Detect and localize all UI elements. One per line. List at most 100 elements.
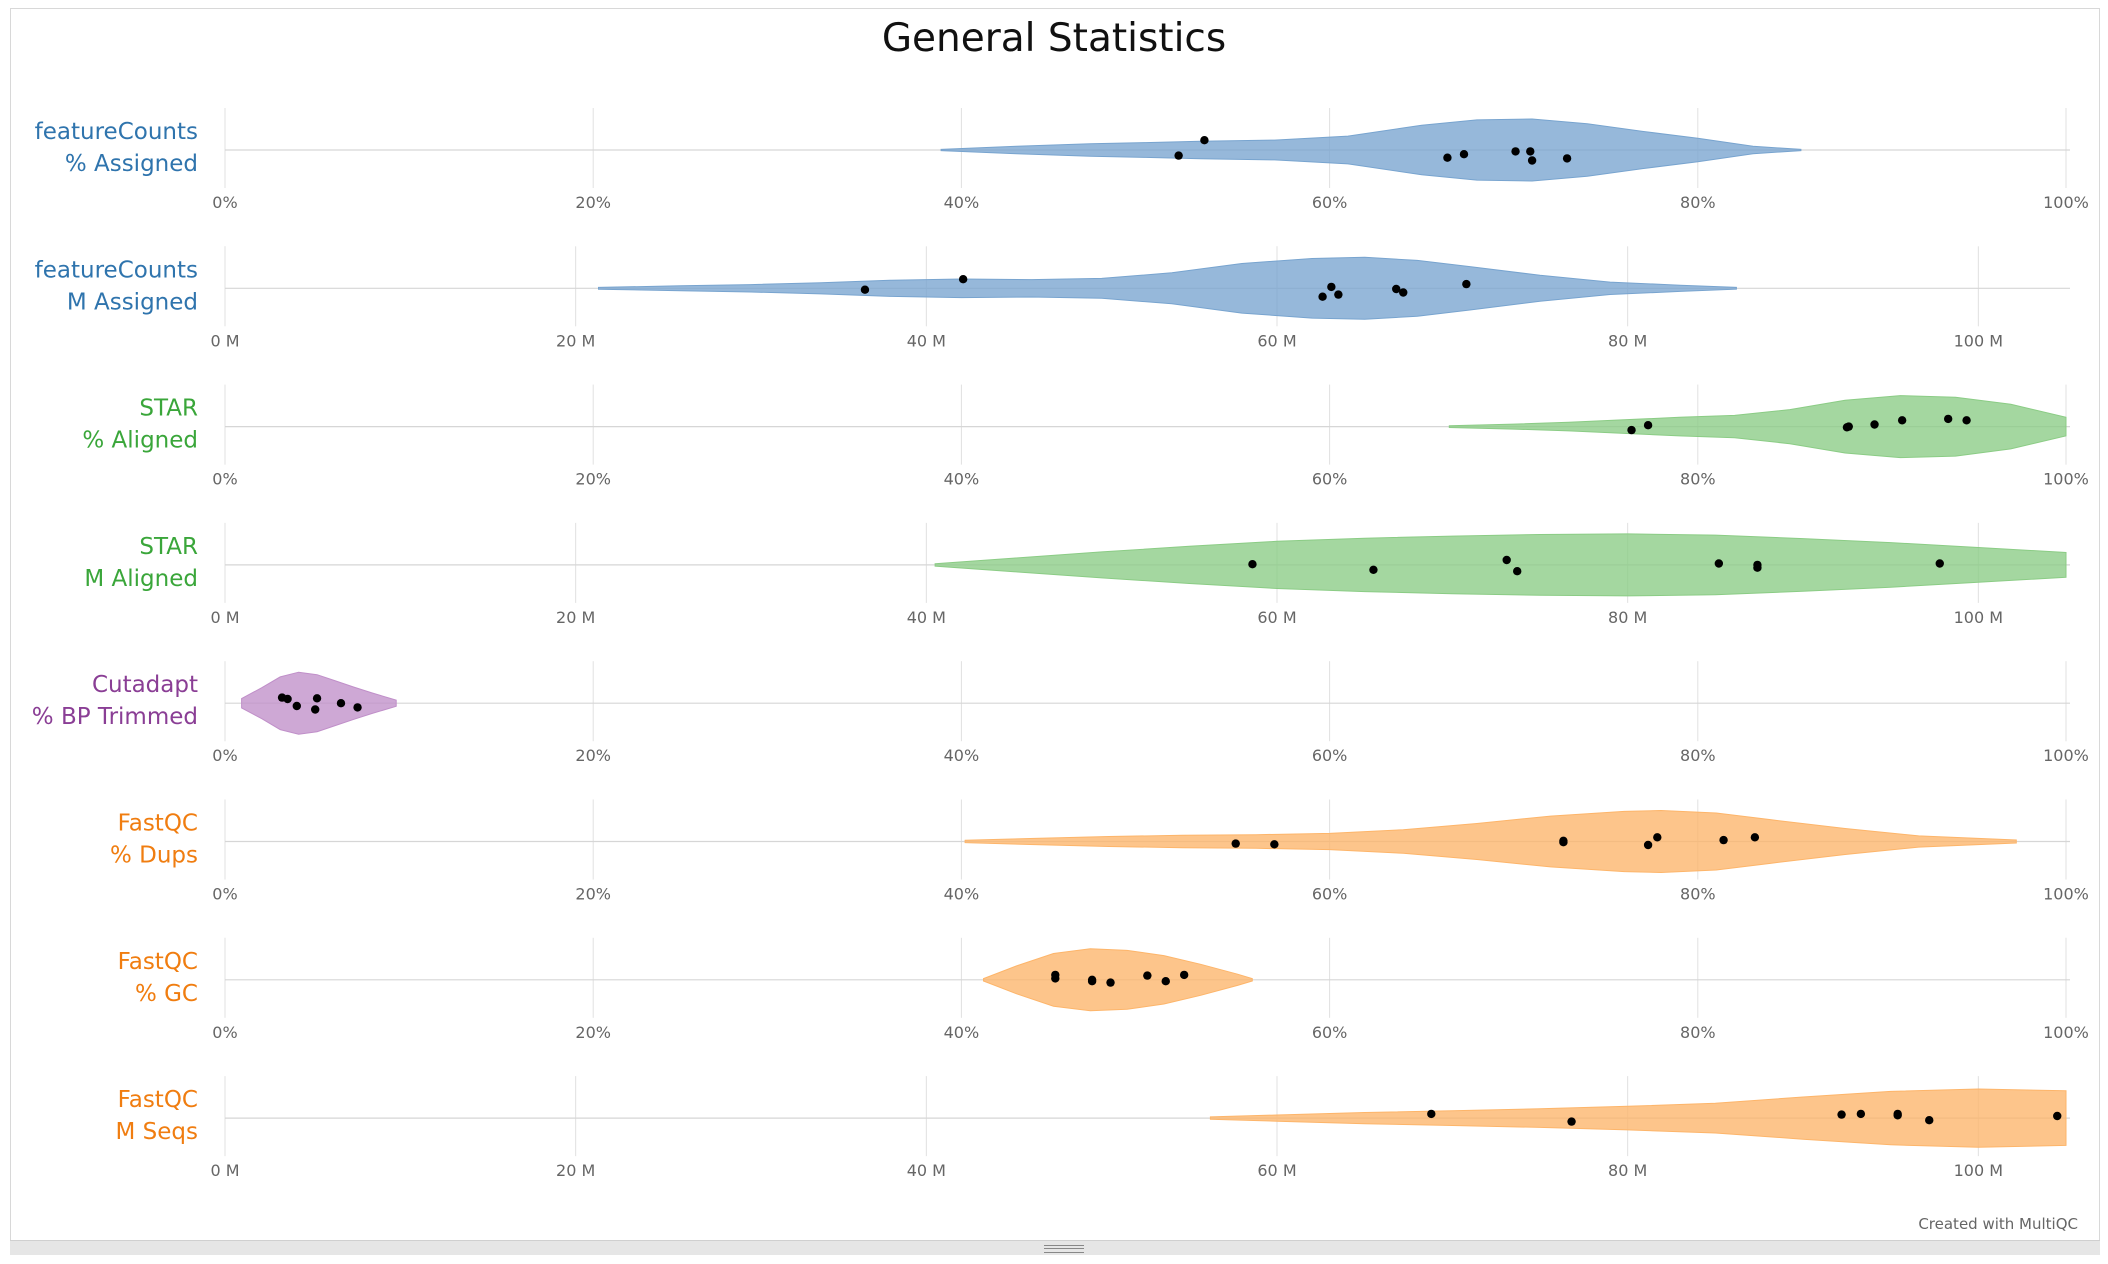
- sample-point: [1567, 1117, 1576, 1126]
- tick-label: 20 M: [556, 608, 595, 627]
- sample-point: [1231, 839, 1240, 848]
- tick-label: 20%: [575, 746, 611, 765]
- tick-label: 60%: [1312, 470, 1348, 489]
- sample-point: [1526, 147, 1535, 156]
- tick-label: 0 M: [210, 608, 239, 627]
- sample-point: [1392, 284, 1401, 294]
- tick-label: 60%: [1312, 746, 1348, 765]
- tick-label: 20 M: [556, 1161, 595, 1180]
- sample-point: [1502, 555, 1511, 565]
- sample-point: [1513, 567, 1522, 576]
- tick-label: 40 M: [907, 1161, 946, 1180]
- sample-point: [283, 694, 292, 704]
- row-label-line1: Cutadapt: [92, 672, 198, 698]
- sample-point: [1511, 147, 1520, 156]
- tick-label: 100%: [2043, 1023, 2089, 1042]
- tick-label: 80%: [1680, 470, 1716, 489]
- row-label-line2: M Aligned: [84, 566, 198, 592]
- sample-point: [1925, 1116, 1934, 1125]
- row-label-line1: featureCounts: [35, 257, 198, 283]
- sample-point: [292, 701, 301, 711]
- tick-label: 100 M: [1954, 608, 2003, 627]
- sample-point: [1935, 559, 1944, 568]
- violin-row: FastQC % Dups 0% 20% 40% 60% 80% 100%: [110, 799, 2089, 904]
- sample-point: [311, 705, 320, 714]
- sample-point: [312, 694, 322, 703]
- tick-label: 80 M: [1608, 608, 1647, 627]
- sample-point: [1897, 416, 1907, 425]
- sample-point: [1562, 154, 1572, 163]
- row-label-line2: % Dups: [110, 843, 198, 869]
- tick-label: 0 M: [210, 331, 239, 350]
- row-label-line2: % GC: [135, 981, 198, 1007]
- tick-label: 80%: [1680, 193, 1716, 212]
- row-label-line1: STAR: [139, 396, 198, 422]
- tick-label: 40 M: [907, 608, 946, 627]
- sample-point: [1087, 977, 1097, 986]
- row-label-line1: STAR: [139, 534, 198, 560]
- tick-label: 40 M: [907, 331, 946, 350]
- sample-point: [1714, 559, 1724, 568]
- tick-label: 60%: [1312, 193, 1348, 212]
- row-label-line1: FastQC: [118, 949, 198, 975]
- tick-label: 40%: [944, 746, 980, 765]
- tick-label: 80 M: [1608, 331, 1647, 350]
- sample-point: [1753, 563, 1762, 572]
- sample-point: [1653, 833, 1662, 842]
- sample-point: [860, 285, 870, 294]
- tick-label: 100%: [2043, 470, 2089, 489]
- tick-label: 60%: [1312, 885, 1348, 904]
- violin-shape: [964, 809, 2017, 874]
- row-label-line2: % BP Trimmed: [32, 704, 198, 730]
- sample-point: [1943, 414, 1953, 424]
- tick-label: 20 M: [556, 331, 595, 350]
- sample-point: [1643, 840, 1653, 850]
- tick-label: 100 M: [1954, 1161, 2003, 1180]
- chart-title: General Statistics: [881, 16, 1227, 61]
- sample-point: [1143, 971, 1152, 980]
- sample-point: [958, 275, 968, 284]
- tick-label: 40%: [944, 885, 980, 904]
- sample-point: [1399, 288, 1408, 297]
- credit-text: Created with MultiQC: [1918, 1215, 2078, 1233]
- tick-label: 0%: [212, 193, 237, 212]
- tick-label: 100 M: [1954, 331, 2003, 350]
- violin-shape: [983, 948, 1253, 1012]
- sample-point: [1750, 833, 1760, 842]
- violin-row: FastQC M Seqs 0 M 20 M 40 M 60 M 80 M 100 M: [116, 1076, 2070, 1180]
- sample-point: [1369, 565, 1378, 574]
- tick-label: 20%: [575, 1023, 611, 1042]
- sample-point: [1443, 153, 1452, 162]
- sample-point: [1334, 290, 1343, 299]
- violin-shape: [934, 533, 2067, 597]
- sample-point: [1248, 560, 1257, 569]
- sample-point: [1106, 978, 1115, 987]
- sample-point: [1837, 1110, 1846, 1119]
- tick-label: 0 M: [210, 1161, 239, 1180]
- sample-point: [1627, 425, 1636, 435]
- violin-row: STAR % Aligned 0% 20% 40% 60% 80% 100%: [82, 384, 2089, 489]
- tick-label: 40%: [944, 470, 980, 489]
- tick-label: 60 M: [1257, 331, 1296, 350]
- violin-row: featureCounts % Assigned 0% 20% 40% 60% 80% 100…: [35, 108, 2089, 212]
- tick-label: 0%: [212, 885, 237, 904]
- sample-point: [1179, 970, 1189, 980]
- tick-label: 60 M: [1257, 1161, 1296, 1180]
- resize-grip-icon: [1044, 1245, 1084, 1253]
- tick-label: 100%: [2043, 885, 2089, 904]
- row-label-line1: featureCounts: [35, 119, 198, 145]
- violin-row: FastQC % GC 0% 20% 40% 60% 80% 100%: [118, 937, 2089, 1042]
- sample-point: [1643, 421, 1653, 430]
- chart-frame: [10, 8, 2100, 1250]
- tick-label: 60%: [1312, 1023, 1348, 1042]
- violin-shape: [598, 256, 1737, 320]
- sample-point: [336, 699, 346, 708]
- sample-point: [1870, 420, 1879, 429]
- resize-handle[interactable]: [10, 1240, 2100, 1255]
- sample-point: [1327, 282, 1336, 292]
- sample-point: [1427, 1109, 1436, 1119]
- sample-point: [1962, 416, 1971, 425]
- sample-point: [353, 703, 362, 712]
- violin-row: STAR M Aligned 0 M 20 M 40 M 60 M 80 M 100 M: [84, 522, 2070, 627]
